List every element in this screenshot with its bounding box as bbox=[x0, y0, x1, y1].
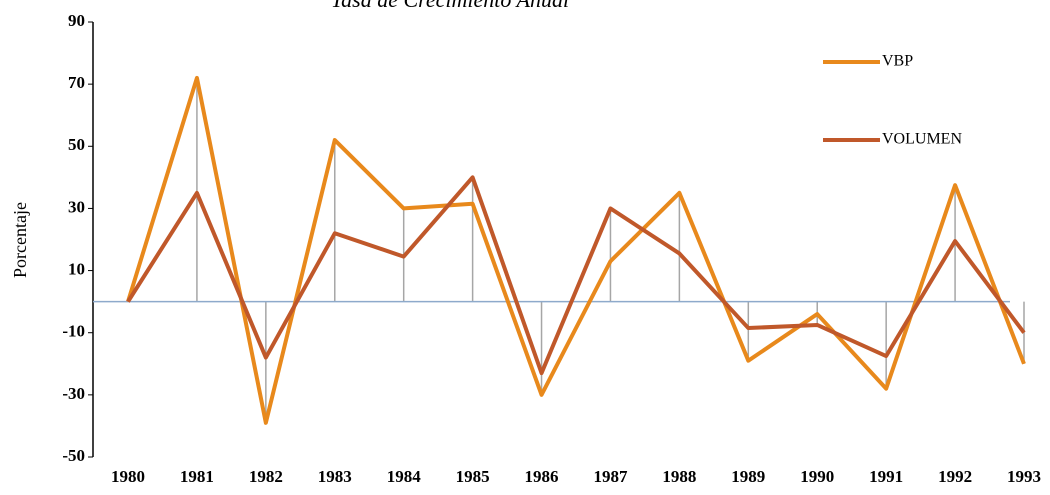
y-tick-label: -50 bbox=[62, 446, 85, 465]
x-tick-label: 1990 bbox=[800, 467, 834, 486]
line-series bbox=[126, 75, 1026, 425]
x-tick-label: 1988 bbox=[662, 467, 696, 486]
x-tick-label: 1983 bbox=[318, 467, 352, 486]
y-tick-label: 70 bbox=[68, 73, 85, 92]
x-tick-label: 1985 bbox=[456, 467, 490, 486]
y-tick-label: 90 bbox=[68, 11, 85, 30]
x-tick-label: 1987 bbox=[593, 467, 628, 486]
x-tick-label: 1981 bbox=[180, 467, 214, 486]
x-tick-label: 1993 bbox=[1007, 467, 1041, 486]
y-tick-label: 10 bbox=[68, 259, 85, 278]
x-tick-label: 1992 bbox=[938, 467, 972, 486]
x-tick-label: 1980 bbox=[111, 467, 145, 486]
chart-title: Tasa de Crecimiento Anual bbox=[331, 0, 569, 12]
y-tick-label: 50 bbox=[68, 135, 85, 154]
legend-label: VBP bbox=[882, 53, 913, 70]
x-tick-label: 1986 bbox=[525, 467, 559, 486]
line-series bbox=[126, 175, 1026, 376]
x-tick-label: 1991 bbox=[869, 467, 903, 486]
x-tick-label: 1989 bbox=[731, 467, 765, 486]
y-tick-label: -10 bbox=[62, 322, 85, 341]
y-tick-label: -30 bbox=[62, 384, 85, 403]
x-tick-label: 1984 bbox=[387, 467, 422, 486]
legend-label: VOLUMEN bbox=[882, 131, 962, 148]
y-axis-label: Porcentaje bbox=[10, 202, 30, 278]
y-tick-label: 30 bbox=[68, 197, 85, 216]
x-tick-label: 1982 bbox=[249, 467, 283, 486]
